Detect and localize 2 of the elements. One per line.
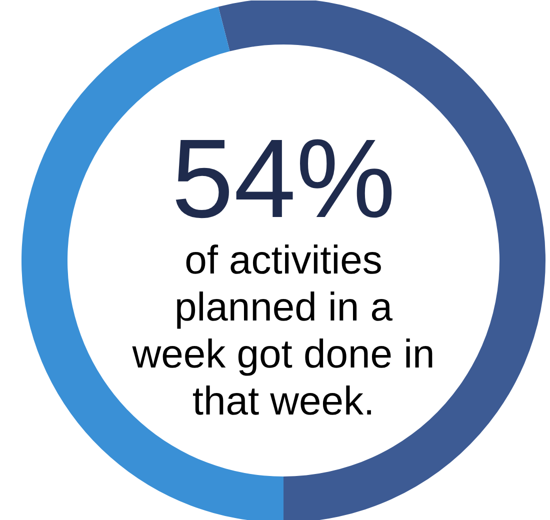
data-label: 54% — [171, 116, 396, 241]
text: of activities planned in a week got done in that week. — [131, 238, 435, 424]
